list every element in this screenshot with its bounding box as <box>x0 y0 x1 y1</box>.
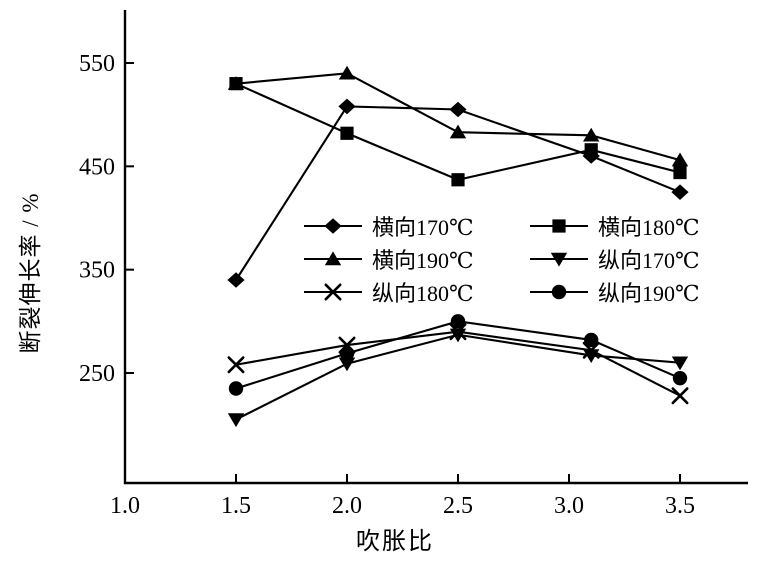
triangle-up-marker-icon <box>583 127 600 142</box>
x-marker-icon <box>324 283 342 300</box>
square-marker-icon <box>530 218 588 233</box>
legend-label: 纵向180℃ <box>372 280 474 306</box>
triangle-down-marker-icon <box>530 252 588 267</box>
legend-label: 横向190℃ <box>372 247 474 273</box>
legend-item-hengxiang-170: 横向170℃ <box>303 210 529 242</box>
square-marker-icon <box>451 173 465 187</box>
triangle-up-marker-icon <box>449 124 467 139</box>
legend-label: 纵向190℃ <box>598 280 700 306</box>
legend-label: 纵向170℃ <box>598 247 700 273</box>
legend-label: 横向170℃ <box>372 214 474 240</box>
x-marker-icon <box>304 283 362 300</box>
circle-marker-icon <box>584 332 599 348</box>
x-marker-icon <box>227 356 245 374</box>
x-marker-icon <box>582 341 600 359</box>
triangle-down-marker-icon <box>550 252 568 267</box>
circle-marker-icon <box>228 381 244 396</box>
circle-marker-icon <box>450 314 466 329</box>
diamond-marker-icon <box>304 217 362 234</box>
square-marker-icon <box>584 143 598 157</box>
triangle-up-marker-icon <box>227 76 245 90</box>
legend-item-zongxiang-170: 纵向170℃ <box>529 243 700 275</box>
x-axis-title: 吹胀比 <box>356 529 434 555</box>
circle-marker-icon <box>551 284 567 299</box>
x-tick-label: 3.5 <box>665 493 695 519</box>
circle-marker-icon <box>339 346 355 361</box>
diamond-marker-icon <box>324 217 342 234</box>
x-tick-label: 1.0 <box>110 493 140 519</box>
y-axis-title: 断裂伸长率 / % <box>18 192 43 354</box>
triangle-up-marker-icon <box>304 250 362 265</box>
y-tick-label: 350 <box>79 258 115 284</box>
triangle-up-marker-icon <box>324 250 342 265</box>
y-tick-label: 450 <box>79 154 115 180</box>
triangle-down-marker-icon <box>671 356 689 371</box>
square-marker-icon <box>340 126 354 140</box>
x-marker-icon <box>671 387 689 405</box>
diamond-marker-icon <box>449 101 467 118</box>
triangle-down-marker-icon <box>338 357 356 372</box>
square-marker-icon <box>552 218 566 233</box>
legend-item-hengxiang-180: 横向180℃ <box>529 210 700 242</box>
legend-item-zongxiang-190: 纵向190℃ <box>529 276 700 308</box>
legend: 横向170℃ 横向180℃ 横向190℃ 纵向170℃ 纵向180℃ 纵向190… <box>303 209 700 308</box>
circle-marker-icon <box>530 284 588 299</box>
square-marker-icon <box>673 165 687 180</box>
diamond-marker-icon <box>227 272 245 288</box>
x-tick-label: 2.5 <box>443 493 473 519</box>
diamond-marker-icon <box>338 98 356 115</box>
y-tick-label: 250 <box>79 361 115 387</box>
triangle-down-marker-icon <box>227 413 245 428</box>
diamond-marker-icon <box>671 184 689 200</box>
x-marker-icon <box>449 323 467 341</box>
x-tick-label: 2.0 <box>332 493 362 519</box>
x-tick-label: 3.0 <box>554 493 584 519</box>
axes <box>123 10 748 485</box>
triangle-up-marker-icon <box>338 65 356 80</box>
circle-marker-icon <box>672 370 688 386</box>
x-tick-label: 1.5 <box>221 493 251 519</box>
legend-item-hengxiang-190: 横向190℃ <box>303 243 529 275</box>
series-line-3 <box>235 333 681 421</box>
y-tick-label: 550 <box>79 51 115 77</box>
legend-label: 横向180℃ <box>598 214 700 240</box>
legend-item-zongxiang-180: 纵向180℃ <box>303 276 529 308</box>
triangle-up-marker-icon <box>671 152 689 167</box>
